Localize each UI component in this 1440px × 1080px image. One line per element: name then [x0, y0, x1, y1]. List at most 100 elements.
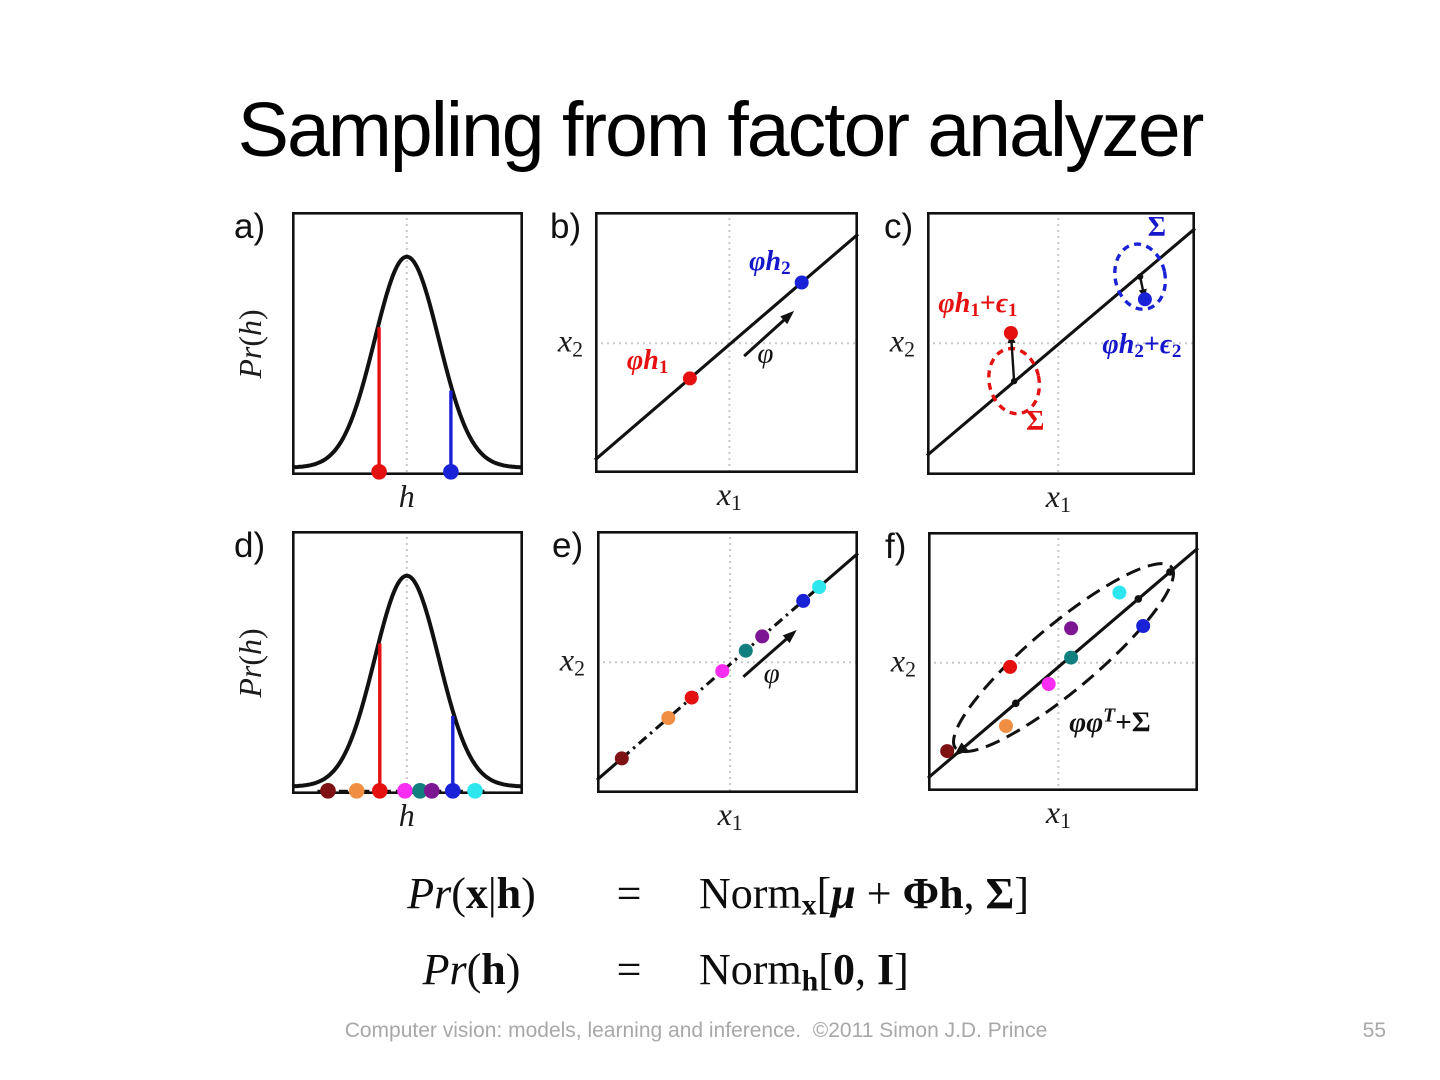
phi-arrow-head-icon	[780, 310, 795, 325]
line-dot	[1166, 568, 1174, 576]
sample-dot-cyan	[1112, 585, 1127, 600]
sample-dot-teal	[738, 643, 753, 658]
panel-c-xlabel: x1	[1045, 478, 1071, 517]
panel-f-plot	[926, 531, 1200, 791]
axis-sample-dot-red	[371, 464, 387, 480]
equation-2-rhs: Normh[0, I]	[699, 945, 909, 999]
subspace-line	[818, 552, 860, 589]
panel-b: b) x2 x1 φh1 φh2 φ	[550, 209, 860, 514]
math-annotation: φh1	[626, 344, 669, 379]
panel-e-xlabel: x1	[717, 796, 743, 835]
panel-a: a) Pr(h) h	[232, 209, 523, 512]
sample-dot-teal	[1064, 650, 1079, 665]
plot-box	[594, 211, 858, 473]
phi-arrow-head-icon	[782, 630, 797, 644]
covariance-ellipse-blue	[1113, 242, 1168, 311]
sample-dot-cyan	[812, 580, 827, 594]
math-annotation: φ	[757, 337, 774, 370]
axis-sample-dot-teal	[412, 783, 428, 799]
sample-dot-maroon	[940, 744, 955, 759]
line-arrowhead-icon	[953, 742, 969, 757]
sample-dot-red	[1003, 326, 1018, 340]
equation-1-equals: =	[616, 869, 642, 918]
equation-1-lhs: Pr(x|h)	[407, 869, 536, 918]
line-dot	[1012, 699, 1020, 708]
noise-arrow	[1010, 337, 1016, 382]
sample-dot-magenta	[715, 664, 730, 679]
panel-c-plot	[925, 211, 1197, 475]
ellipse-center-dot	[1010, 377, 1018, 385]
sample-dot-purple	[1064, 621, 1079, 636]
panel-f-letter: f)	[885, 527, 907, 566]
gaussian-curve	[291, 573, 523, 789]
sample-dot-blue	[1137, 292, 1152, 307]
equation-2-lhs: Pr(h)	[422, 945, 521, 995]
panel-d-ylabel: Pr(h)	[232, 627, 268, 698]
covariance-ellipse-red	[987, 346, 1042, 416]
panel-b-ylabel: x2	[557, 323, 583, 362]
panel-c-letter: c)	[884, 207, 914, 246]
sample-dot-magenta	[1041, 677, 1056, 691]
sample-dot-blue	[796, 593, 811, 608]
math-annotation: φ	[763, 657, 780, 690]
plot-box	[596, 530, 858, 793]
plot-box	[926, 211, 1195, 475]
panel-a-plot	[291, 211, 523, 480]
sample-dot-orange	[999, 719, 1013, 733]
panel-f-xlabel: x1	[1045, 794, 1071, 833]
equation-1-rhs: Normx[μ + Φh, Σ]	[699, 869, 1029, 922]
panel-d: d) Pr(h) h	[232, 528, 523, 831]
panel-b-xlabel: x1	[716, 476, 742, 515]
sample-dot-purple	[755, 629, 770, 644]
axis-sample-dot-cyan	[467, 783, 483, 799]
panel-d-letter: d)	[234, 526, 266, 565]
gaussian-curve	[291, 254, 523, 470]
axis-sample-dot-blue	[445, 783, 461, 799]
panel-e-ylabel: x2	[559, 641, 585, 681]
panel-b-plot	[593, 211, 860, 473]
sample-dot-maroon	[614, 751, 629, 766]
marginal-covariance-ellipse	[952, 562, 1175, 754]
axis-sample-dot-purple	[424, 783, 440, 799]
subspace-line	[926, 546, 1200, 780]
plot-box	[927, 531, 1198, 791]
equations-block: Pr(x|h) = Normx[μ + Φh, Σ] Pr(h) = Normh…	[384, 869, 1029, 999]
subspace-line	[620, 585, 821, 760]
math-annotation: φh2	[749, 246, 791, 280]
ellipse-center-dot	[1136, 273, 1144, 280]
phi-arrow	[743, 314, 790, 358]
panel-d-plot	[291, 530, 523, 799]
sample-dot-red	[684, 690, 699, 705]
panel-a-xlabel: h	[398, 478, 415, 514]
page-number: 55	[1362, 1019, 1386, 1042]
axis-sample-dot-magenta	[397, 783, 413, 799]
panel-e: e) x2 x1 φ	[552, 528, 860, 834]
page-title: Sampling from factor analyzer	[237, 87, 1205, 173]
panel-c-ylabel: x2	[889, 322, 915, 362]
subspace-line	[593, 233, 860, 462]
math-annotation: Σ	[1147, 212, 1167, 244]
axis-sample-dot-red	[372, 783, 388, 799]
equation-2-equals: =	[616, 945, 642, 995]
line-dot	[1134, 595, 1143, 603]
panel-f: f) x2 x1 φφT+Σ	[885, 529, 1200, 832]
axis-sample-dot-blue	[443, 464, 459, 480]
panel-a-ylabel: Pr(h)	[232, 308, 268, 379]
axis-sample-dot-orange	[348, 783, 365, 799]
panel-a-letter: a)	[234, 207, 266, 246]
sample-dot-red	[682, 371, 697, 386]
math-annotation: φh2+ϵ2	[1102, 329, 1182, 363]
phi-arrow	[742, 633, 793, 678]
sample-dot-orange	[661, 711, 676, 725]
plot-box	[291, 211, 523, 475]
panel-d-xlabel: h	[398, 797, 415, 833]
math-annotation: φh1+ϵ1	[938, 287, 1018, 321]
panel-e-plot	[595, 530, 860, 793]
math-annotation: Σ	[1026, 406, 1045, 438]
subspace-line	[925, 227, 1197, 457]
sample-dot-blue	[794, 275, 809, 290]
math-annotation: φφT+Σ	[1069, 704, 1151, 739]
panel-f-ylabel: x2	[890, 642, 916, 682]
